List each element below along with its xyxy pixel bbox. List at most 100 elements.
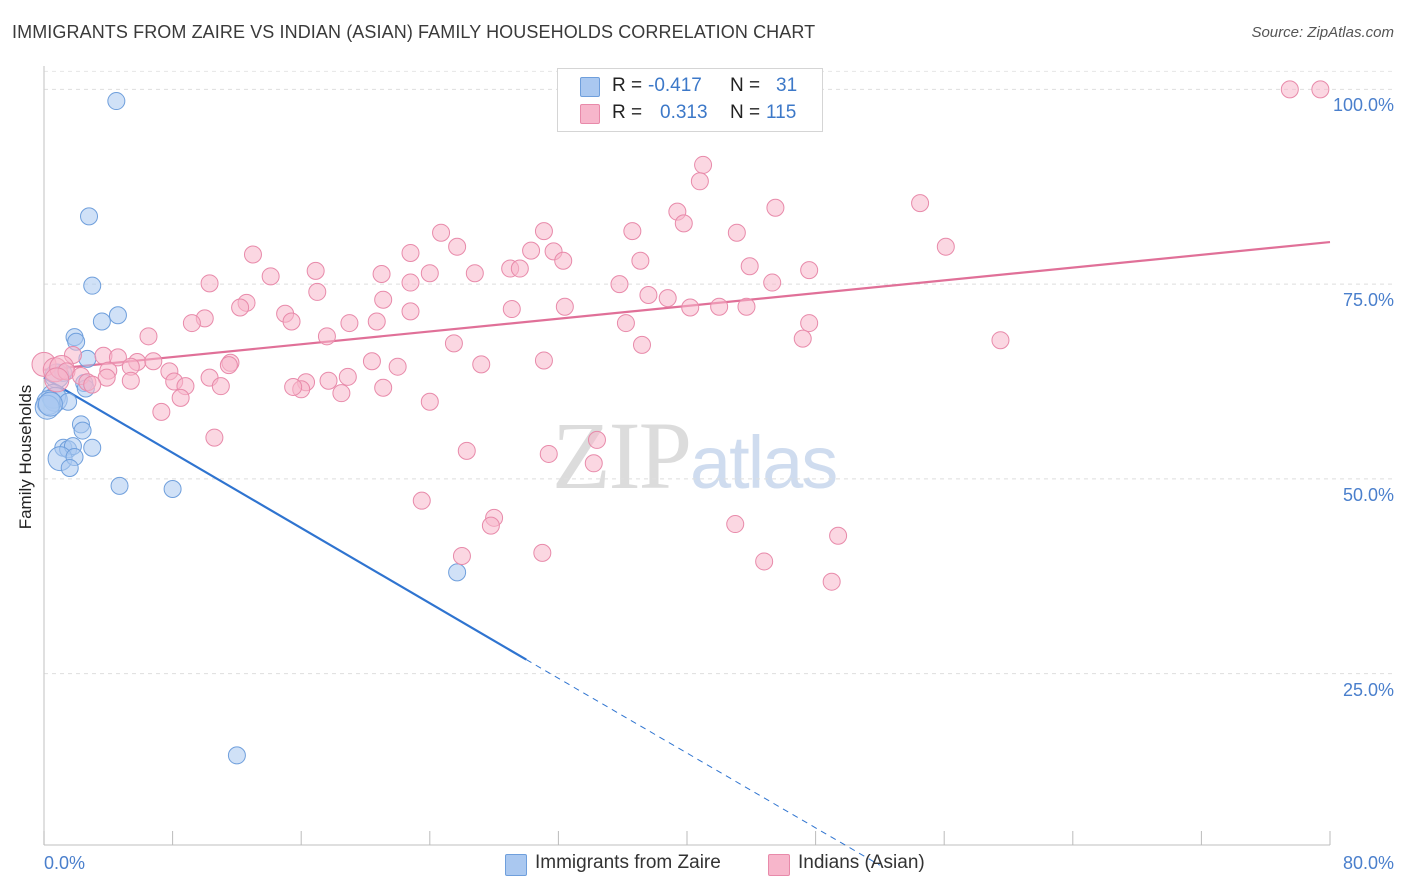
point-indians [368, 313, 385, 330]
point-indians [741, 258, 758, 275]
point-indians [445, 335, 462, 352]
point-indians [363, 353, 380, 370]
legend-swatch-zaire [505, 854, 527, 876]
point-indians [695, 156, 712, 173]
point-indians [523, 242, 540, 259]
point-indians [682, 299, 699, 316]
point-indians [711, 298, 728, 315]
point-indians [659, 290, 676, 307]
trend-line-zaire-extension [526, 660, 880, 866]
stats-box: R = -0.417 N = 31 R = 0.313 N = 115 [557, 68, 823, 132]
point-indians [801, 315, 818, 332]
point-indians [373, 265, 390, 282]
point-indians [535, 352, 552, 369]
point-indians [183, 315, 200, 332]
point-indians [402, 244, 419, 261]
point-indians [201, 275, 218, 292]
legend-label-indians: Indians (Asian) [798, 852, 925, 874]
point-indians [413, 492, 430, 509]
legend-label-zaire: Immigrants from Zaire [535, 852, 721, 874]
point-indians [675, 215, 692, 232]
point-indians [767, 199, 784, 216]
point-indians [333, 385, 350, 402]
stats-n-value: 31 [776, 75, 797, 97]
point-indians [244, 246, 261, 263]
point-indians [1312, 81, 1329, 98]
point-indians [285, 378, 302, 395]
point-indians [794, 330, 811, 347]
point-indians [640, 287, 657, 304]
point-indians [1281, 81, 1298, 98]
point-indians [339, 368, 356, 385]
point-indians [556, 298, 573, 315]
point-indians [482, 517, 499, 534]
stats-swatch-indians [580, 104, 600, 124]
point-indians [212, 378, 229, 395]
point-indians [283, 313, 300, 330]
point-indians [341, 315, 358, 332]
y-tick-label-25: 25.0% [1343, 680, 1394, 701]
point-zaire [93, 313, 110, 330]
point-indians [801, 262, 818, 279]
data-points [32, 81, 1329, 764]
point-indians [727, 516, 744, 533]
point-zaire [74, 422, 91, 439]
point-indians [830, 527, 847, 544]
point-indians [453, 547, 470, 564]
point-indians [632, 252, 649, 269]
point-indians [728, 224, 745, 241]
point-indians [375, 291, 392, 308]
point-indians [458, 442, 475, 459]
point-indians [262, 268, 279, 285]
point-indians [611, 276, 628, 293]
stats-r-value: 0.313 [660, 102, 708, 124]
point-indians [912, 195, 929, 212]
legend-swatch-indians [768, 854, 790, 876]
stats-r-label: R = [612, 102, 642, 124]
point-indians [588, 431, 605, 448]
point-indians [318, 328, 335, 345]
stats-n-label: N = [730, 102, 760, 124]
point-indians [84, 376, 101, 393]
trend-lines [44, 242, 1330, 865]
grid-lines [44, 71, 1392, 673]
point-zaire [38, 392, 62, 416]
point-indians [402, 274, 419, 291]
point-indians [449, 238, 466, 255]
point-indians [220, 357, 237, 374]
point-zaire [111, 477, 128, 494]
point-indians [540, 445, 557, 462]
point-indians [421, 393, 438, 410]
point-indians [309, 283, 326, 300]
point-indians [764, 274, 781, 291]
point-indians [756, 553, 773, 570]
y-tick-label-50: 50.0% [1343, 485, 1394, 506]
point-indians [232, 299, 249, 316]
point-indians [375, 379, 392, 396]
point-indians [535, 223, 552, 240]
y-tick-label-100: 100.0% [1333, 95, 1394, 116]
stats-n-value: 115 [766, 102, 796, 124]
point-zaire [228, 747, 245, 764]
point-zaire [449, 564, 466, 581]
point-zaire [109, 307, 126, 324]
point-indians [421, 265, 438, 282]
point-indians [172, 389, 189, 406]
point-indians [389, 358, 406, 375]
point-indians [45, 368, 69, 392]
point-indians [473, 356, 490, 373]
point-indians [122, 372, 139, 389]
point-indians [937, 238, 954, 255]
point-indians [206, 429, 223, 446]
point-indians [555, 252, 572, 269]
y-tick-label-75: 75.0% [1343, 290, 1394, 311]
point-indians [992, 332, 1009, 349]
point-indians [624, 223, 641, 240]
point-indians [466, 265, 483, 282]
point-indians [140, 328, 157, 345]
point-indians [738, 298, 755, 315]
stats-n-label: N = [730, 75, 760, 97]
point-indians [503, 301, 520, 318]
point-indians [585, 455, 602, 472]
point-indians [153, 403, 170, 420]
